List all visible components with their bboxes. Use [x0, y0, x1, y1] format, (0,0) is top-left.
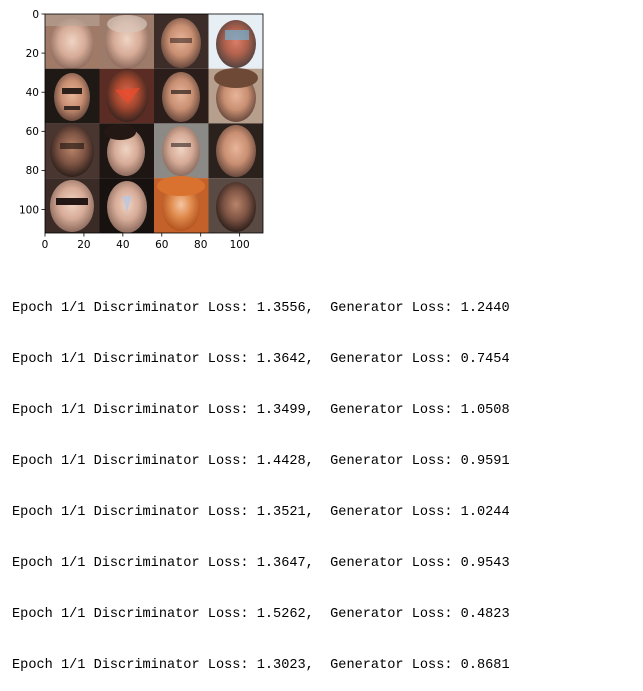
y-tick-label: 0	[32, 9, 39, 21]
face-sample-image	[208, 178, 263, 233]
sample-image-figure: 0 20 40 60 80 100 0 20 40 60 80 100	[0, 0, 300, 255]
face-sample-image	[99, 178, 154, 233]
face-sample-image	[154, 14, 209, 69]
log-line: Epoch 1/1 Discriminator Loss: 1.3023, Ge…	[12, 658, 510, 673]
face-sample-image	[154, 123, 209, 179]
log-line: Epoch 1/1 Discriminator Loss: 1.3499, Ge…	[12, 403, 510, 418]
face-sample-image	[45, 123, 100, 179]
log-line: Epoch 1/1 Discriminator Loss: 1.3647, Ge…	[12, 556, 510, 571]
axes-frame	[44, 13, 264, 234]
x-tick-label: 100	[230, 239, 250, 251]
y-tick-label: 80	[26, 165, 39, 177]
face-sample-image	[99, 123, 154, 179]
x-tick-label: 40	[116, 239, 129, 251]
y-tick-label: 60	[26, 126, 39, 138]
x-tick-label: 0	[42, 239, 49, 251]
log-line: Epoch 1/1 Discriminator Loss: 1.5262, Ge…	[12, 607, 510, 622]
x-tick-label: 80	[194, 239, 207, 251]
face-sample-image	[208, 123, 263, 179]
face-sample-image	[154, 176, 209, 233]
face-sample-image	[45, 178, 100, 233]
face-sample-image	[99, 14, 154, 69]
x-axis: 0 20 40 60 80 100	[42, 233, 250, 251]
x-tick-label: 20	[77, 239, 90, 251]
log-line: Epoch 1/1 Discriminator Loss: 1.3556, Ge…	[12, 301, 510, 316]
y-tick-label: 40	[26, 87, 39, 99]
log-line: Epoch 1/1 Discriminator Loss: 1.4428, Ge…	[12, 454, 510, 469]
face-sample-image	[99, 68, 154, 124]
face-image-grid	[45, 14, 263, 233]
x-tick-label: 60	[155, 239, 168, 251]
y-axis: 0 20 40 60 80 100	[19, 9, 45, 216]
log-line: Epoch 1/1 Discriminator Loss: 1.3642, Ge…	[12, 352, 510, 367]
training-output-log: Epoch 1/1 Discriminator Loss: 1.3556, Ge…	[12, 266, 510, 691]
face-sample-image	[208, 14, 263, 69]
face-sample-image	[208, 68, 263, 124]
face-sample-image	[45, 14, 100, 70]
face-sample-image	[154, 68, 209, 124]
log-line: Epoch 1/1 Discriminator Loss: 1.3521, Ge…	[12, 505, 510, 520]
y-tick-label: 100	[19, 204, 39, 216]
y-tick-label: 20	[26, 48, 39, 60]
face-sample-image	[45, 68, 100, 124]
image-grid-plot: 0 20 40 60 80 100 0 20 40 60 80 100	[19, 9, 264, 251]
